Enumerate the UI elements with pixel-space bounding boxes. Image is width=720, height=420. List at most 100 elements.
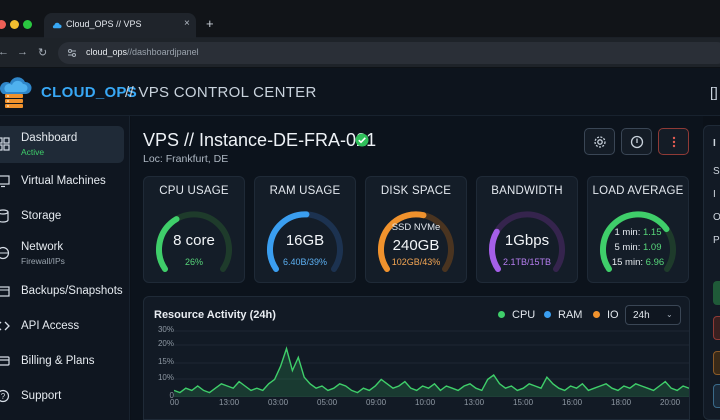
header-menu-icon[interactable]: [] (710, 84, 718, 100)
sidebar-item-support[interactable]: ? Support (0, 379, 124, 413)
x-tick-label: 03:00 (268, 398, 289, 407)
time-range-value: 24h (633, 310, 650, 321)
load-value: 1.09 (643, 242, 662, 253)
disk-space-card[interactable]: DISK SPACE SSD NVMe 240GB 102GB/43% (365, 176, 467, 283)
disk-used: 102GB/43% (391, 257, 441, 267)
cpu-series-line (174, 346, 689, 394)
sidebar-item-label: Dashboard (21, 132, 78, 144)
x-tick-label: 20:00 (660, 398, 681, 407)
sidebar-item-storage[interactable]: Storage (0, 199, 124, 233)
bandwidth-used: 2.1TB/15TB (502, 257, 552, 267)
panel-action-green[interactable] (713, 281, 720, 305)
sidebar-item-sub: Firewall/IPs (21, 256, 65, 266)
site-info-icon[interactable] (67, 48, 77, 58)
y-tick-label: 10% (157, 373, 174, 382)
monitor-icon (0, 175, 10, 188)
cloud-server-logo-icon (0, 77, 32, 108)
x-tick-label: 13:00 (219, 398, 240, 407)
bandwidth-card[interactable]: BANDWIDTH 1Gbps 2.1TB/15TB (476, 176, 578, 283)
reload-icon[interactable]: ↻ (38, 47, 48, 59)
back-arrow-icon[interactable]: ← (0, 46, 9, 58)
cpu-usage-card[interactable]: CPU USAGE 8 core 26% (143, 176, 245, 283)
svg-text:?: ? (1, 392, 6, 401)
legend-label: IO (607, 309, 619, 321)
card-title: BANDWIDTH (491, 185, 563, 197)
legend-io[interactable]: IO (593, 309, 619, 321)
x-tick-label: 00 (170, 398, 179, 407)
storage-icon (0, 209, 9, 223)
card-title: DISK SPACE (380, 185, 452, 197)
main-content: VPS // Instance-DE-FRA-021 Loc: Frankfur… (131, 116, 703, 420)
browser-tab-bar: Cloud_OPS // VPS × + (0, 0, 720, 38)
x-tick-label: 05:00 (317, 398, 338, 407)
cloud-favicon-icon (52, 22, 62, 29)
backup-icon (0, 286, 10, 297)
panel-action-blue[interactable] (713, 384, 720, 408)
ram-used: 6.40B/39% (282, 257, 328, 267)
sidebar-item-api-access[interactable]: API Access (0, 309, 124, 343)
load-label: 1 min: (614, 227, 641, 238)
header-subtitle: // VPS CONTROL CENTER (125, 84, 317, 101)
sidebar-item-label: Backups/Snapshots (21, 285, 123, 297)
legend-label: RAM (558, 309, 583, 321)
legend-dot (544, 311, 551, 318)
chart-title: Resource Activity (24h) (154, 309, 276, 321)
disk-type: SSD NVMe (391, 222, 441, 233)
sidebar-item-network[interactable]: Network Firewall/IPs (0, 234, 124, 272)
sidebar-item-label: API Access (21, 320, 80, 332)
sidebar-item-sub: Active (21, 147, 45, 157)
close-window-dot[interactable] (0, 20, 6, 29)
tab-close-icon[interactable]: × (184, 18, 190, 29)
legend-dot (593, 311, 600, 318)
dashboard-icon (0, 137, 10, 151)
load-average-card[interactable]: LOAD AVERAGE 1 min: 1.15 5 min: 1.09 15 … (587, 176, 689, 283)
settings-button[interactable] (584, 128, 615, 155)
y-tick-label: 15% (157, 357, 174, 366)
sidebar-item-virtual-machines[interactable]: Virtual Machines (0, 164, 124, 198)
sidebar-item-label: Virtual Machines (21, 175, 106, 187)
sidebar-item-label: Network (21, 241, 64, 253)
sidebar-item-label: Billing & Plans (21, 355, 95, 367)
minimize-window-dot[interactable] (10, 20, 19, 29)
instance-location: Loc: Frankfurt, DE (143, 153, 229, 165)
card-title: LOAD AVERAGE (592, 185, 684, 197)
load-row: 5 min: 1.09 (588, 242, 688, 253)
ram-usage-card[interactable]: RAM USAGE 16GB 6.40B/39% (254, 176, 356, 283)
browser-tab[interactable]: Cloud_OPS // VPS × (44, 13, 196, 38)
bandwidth-speed: 1Gbps (504, 232, 550, 249)
cpu-gauge (156, 211, 232, 272)
address-bar[interactable]: cloud_ops//dashboardjpanel (58, 42, 720, 64)
url-path: //dashboardjpanel (127, 47, 199, 57)
y-tick-label: 20% (157, 339, 174, 348)
right-info-panel: I S I O P (703, 125, 720, 420)
power-icon (630, 135, 644, 149)
disk-gauge (378, 211, 454, 272)
x-tick-label: 18:00 (611, 398, 632, 407)
power-button[interactable] (621, 128, 652, 155)
sidebar-item-label: Support (21, 390, 62, 402)
disk-total: 240GB (392, 237, 440, 254)
code-icon (0, 321, 10, 331)
forward-arrow-icon[interactable]: → (17, 46, 28, 58)
x-tick-label: 10:00 (415, 398, 436, 407)
more-actions-button[interactable] (658, 128, 689, 155)
new-tab-button[interactable]: + (206, 16, 214, 31)
legend-ram[interactable]: RAM (544, 309, 582, 321)
support-icon: ? (0, 389, 10, 403)
panel-action-orange[interactable] (713, 351, 720, 375)
y-tick-label: 30% (157, 325, 174, 334)
sidebar-item-dashboard[interactable]: Dashboard Active (0, 126, 124, 163)
network-icon (0, 246, 10, 260)
sidebar-item-backups[interactable]: Backups/Snapshots (0, 274, 124, 308)
time-range-select[interactable]: 24h ⌄ (625, 305, 681, 325)
legend-cpu[interactable]: CPU (498, 309, 535, 321)
panel-action-red[interactable] (713, 316, 720, 340)
sidebar-item-billing[interactable]: Billing & Plans (0, 344, 124, 378)
status-online-icon (355, 133, 369, 147)
maximize-window-dot[interactable] (23, 20, 32, 29)
load-value: 1.15 (643, 227, 662, 238)
y-tick-label: 0 (169, 391, 174, 400)
resource-activity-panel: Resource Activity (24h) CPU RAM IO 24h ⌄… (143, 296, 690, 420)
bandwidth-gauge (489, 211, 565, 272)
ram-gauge (267, 211, 343, 272)
